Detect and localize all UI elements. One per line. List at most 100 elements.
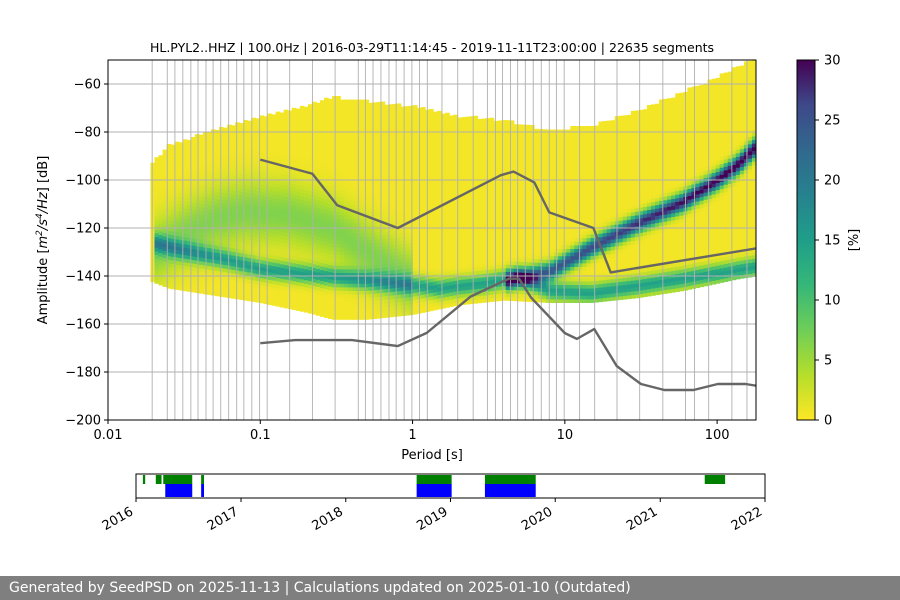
density-cell (247, 131, 252, 136)
density-cell (477, 151, 483, 156)
density-cell (376, 101, 382, 107)
density-cell (239, 292, 244, 297)
density-cell (223, 268, 228, 273)
density-cell (202, 167, 208, 172)
density-cell (162, 239, 168, 244)
density-cell (344, 171, 349, 176)
density-cell (344, 272, 349, 277)
density-cell (400, 121, 406, 126)
density-cell (202, 228, 208, 234)
density-cell (489, 142, 495, 148)
density-cell (215, 133, 220, 138)
density-cell (231, 208, 236, 213)
density-cell (315, 235, 321, 241)
density-cell (408, 166, 414, 172)
density-cell (227, 131, 232, 137)
density-cell (202, 264, 208, 270)
density-cell (271, 179, 277, 184)
density-cell (303, 189, 309, 194)
density-cell (400, 117, 406, 122)
density-cell (384, 194, 390, 199)
density-cell (392, 287, 398, 292)
density-cell (521, 247, 527, 252)
density-cell (521, 272, 527, 277)
density-cell (525, 218, 531, 223)
density-cell (283, 239, 289, 244)
density-cell (477, 244, 483, 250)
density-cell (485, 186, 491, 191)
density-cell (396, 297, 402, 303)
density-cell (344, 276, 349, 281)
density-cell (388, 241, 394, 246)
density-cell (400, 297, 406, 302)
density-cell (525, 160, 531, 166)
density-cell (303, 200, 309, 205)
density-cell (477, 122, 483, 127)
density-cell (433, 302, 438, 307)
density-cell (368, 160, 374, 165)
density-cell (453, 129, 458, 134)
density-cell (328, 131, 333, 136)
density-cell (449, 158, 454, 163)
density-cell (324, 212, 329, 218)
density-cell (477, 140, 483, 145)
density-cell (332, 178, 337, 183)
density-cell (392, 208, 398, 213)
density-cell (303, 149, 309, 155)
density-cell (332, 157, 337, 162)
density-cell (307, 248, 313, 253)
density-cell (267, 203, 273, 208)
density-cell (311, 177, 317, 182)
density-cell (408, 206, 414, 211)
density-cell (420, 233, 426, 238)
density-cell (311, 306, 317, 312)
density-cell (465, 228, 470, 233)
density-cell (235, 255, 240, 260)
density-cell (247, 185, 252, 190)
density-cell (509, 275, 515, 280)
density-cell (352, 124, 357, 129)
density-cell (291, 161, 297, 167)
density-cell (178, 160, 184, 165)
density-cell (344, 290, 349, 295)
density-cell (453, 157, 458, 163)
density-cell (400, 221, 406, 227)
density-cell (420, 269, 426, 274)
density-cell (227, 211, 232, 216)
density-cell (235, 176, 240, 181)
density-cell (219, 263, 224, 269)
density-cell (380, 263, 386, 268)
density-cell (202, 246, 208, 252)
density-cell (267, 156, 273, 161)
density-cell (158, 220, 164, 225)
density-cell (517, 286, 523, 291)
density-cell (251, 294, 257, 299)
density-cell (328, 260, 333, 266)
density-cell (449, 173, 454, 178)
density-cell (441, 131, 446, 136)
density-cell (400, 160, 406, 165)
density-cell (372, 242, 378, 247)
density-cell (529, 222, 535, 227)
density-cell (477, 201, 483, 206)
density-cell (344, 132, 349, 137)
density-cell (517, 297, 523, 302)
density-cell (497, 260, 503, 266)
density-cell (267, 243, 273, 248)
density-cell (437, 164, 442, 170)
density-cell (162, 218, 168, 223)
density-cell (493, 138, 499, 144)
density-cell (231, 161, 236, 166)
density-cell (400, 293, 406, 299)
density-cell (311, 195, 317, 200)
density-cell (348, 110, 353, 115)
density-cell (271, 236, 277, 241)
density-cell (437, 283, 442, 288)
density-cell (219, 249, 224, 254)
density-cell (263, 155, 269, 161)
density-cell (437, 125, 442, 130)
density-cell (206, 207, 212, 213)
density-cell (340, 132, 345, 137)
density-cell (489, 200, 495, 205)
density-cell (291, 298, 297, 303)
